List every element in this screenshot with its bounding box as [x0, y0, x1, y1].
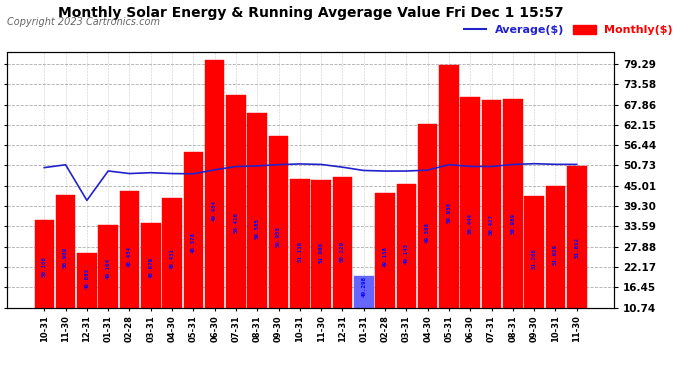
Bar — [77, 253, 97, 346]
Text: 50.108: 50.108 — [42, 256, 47, 277]
Bar — [439, 65, 459, 346]
Bar — [375, 193, 395, 346]
Text: 50.427: 50.427 — [489, 214, 494, 235]
Bar — [290, 178, 310, 346]
Text: 51.136: 51.136 — [297, 242, 302, 262]
Bar — [482, 100, 502, 346]
Bar — [524, 196, 544, 346]
Bar — [119, 191, 139, 346]
Text: 49.398: 49.398 — [425, 222, 430, 243]
Text: 49.164: 49.164 — [106, 258, 110, 279]
Text: 50.444: 50.444 — [468, 213, 473, 234]
Text: 50.989: 50.989 — [511, 213, 515, 234]
Bar — [503, 99, 522, 346]
Text: 50.416: 50.416 — [233, 212, 239, 233]
Bar — [205, 60, 224, 346]
Text: 50.930: 50.930 — [446, 202, 451, 223]
Bar — [269, 136, 288, 346]
Bar — [34, 219, 54, 346]
Bar — [311, 180, 331, 346]
Text: 48.434: 48.434 — [127, 246, 132, 267]
Text: Monthly Solar Energy & Running Avgerage Value Fri Dec 1 15:57: Monthly Solar Energy & Running Avgerage … — [58, 6, 563, 20]
Bar — [99, 225, 118, 346]
Bar — [141, 223, 161, 346]
Text: 50.585: 50.585 — [255, 218, 259, 239]
Bar — [567, 166, 586, 346]
Text: 51.000: 51.000 — [319, 242, 324, 263]
Bar — [460, 97, 480, 346]
Text: 49.143: 49.143 — [404, 243, 409, 264]
Bar — [333, 177, 352, 346]
Bar — [397, 184, 416, 346]
Legend: Average($), Monthly($): Average($), Monthly($) — [460, 21, 678, 40]
Text: 50.909: 50.909 — [63, 247, 68, 268]
Text: Copyright 2023 Cartronics.com: Copyright 2023 Cartronics.com — [7, 17, 160, 27]
Text: 49.298: 49.298 — [362, 276, 366, 297]
Text: 51.012: 51.012 — [574, 237, 579, 258]
Bar — [162, 198, 182, 346]
Text: 50.956: 50.956 — [276, 226, 281, 248]
Bar — [546, 186, 565, 346]
Text: 48.378: 48.378 — [191, 232, 196, 253]
Text: 51.208: 51.208 — [531, 248, 537, 268]
Text: 49.484: 49.484 — [212, 200, 217, 221]
Text: 48.431: 48.431 — [170, 248, 175, 269]
Bar — [248, 113, 267, 346]
Text: 48.679: 48.679 — [148, 257, 153, 278]
Text: 51.029: 51.029 — [553, 244, 558, 265]
Bar — [226, 95, 246, 346]
Bar — [354, 276, 373, 346]
Bar — [184, 152, 203, 346]
Bar — [56, 195, 75, 346]
Bar — [418, 124, 437, 346]
Text: 50.229: 50.229 — [340, 241, 345, 262]
Text: 49.138: 49.138 — [382, 246, 388, 267]
Text: 40.883: 40.883 — [84, 267, 90, 288]
